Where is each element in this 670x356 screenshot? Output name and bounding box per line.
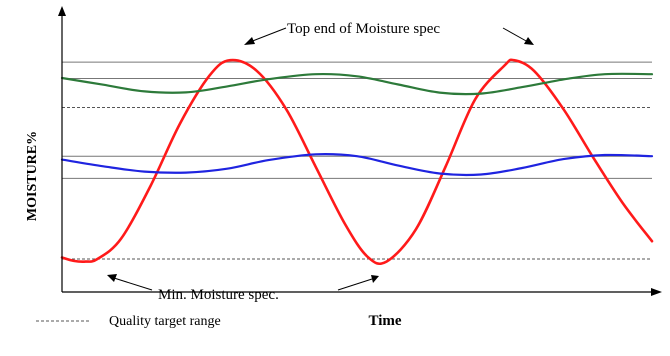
min-spec-arrow-left (107, 274, 153, 291)
series-lines (60, 58, 654, 266)
x-axis-arrowhead (651, 288, 662, 296)
top-spec-arrow-right (502, 27, 534, 45)
y-axis-label: MOISTURE% (25, 131, 40, 221)
min-spec-arrow-right (337, 275, 379, 291)
red-moisture-line (60, 58, 654, 266)
legend: Quality target range (36, 314, 221, 329)
top-spec-arrow-left (244, 27, 287, 45)
top-spec-annotation: Top end of Moisture spec (287, 21, 440, 37)
legend-dashed-label: Quality target range (109, 314, 221, 329)
x-axis-label: Time (368, 313, 401, 329)
green-moisture-line (60, 72, 654, 96)
blue-moisture-line (60, 152, 654, 177)
min-spec-annotation: Min. Moisture spec. (158, 287, 279, 303)
y-axis-arrowhead (58, 6, 66, 16)
